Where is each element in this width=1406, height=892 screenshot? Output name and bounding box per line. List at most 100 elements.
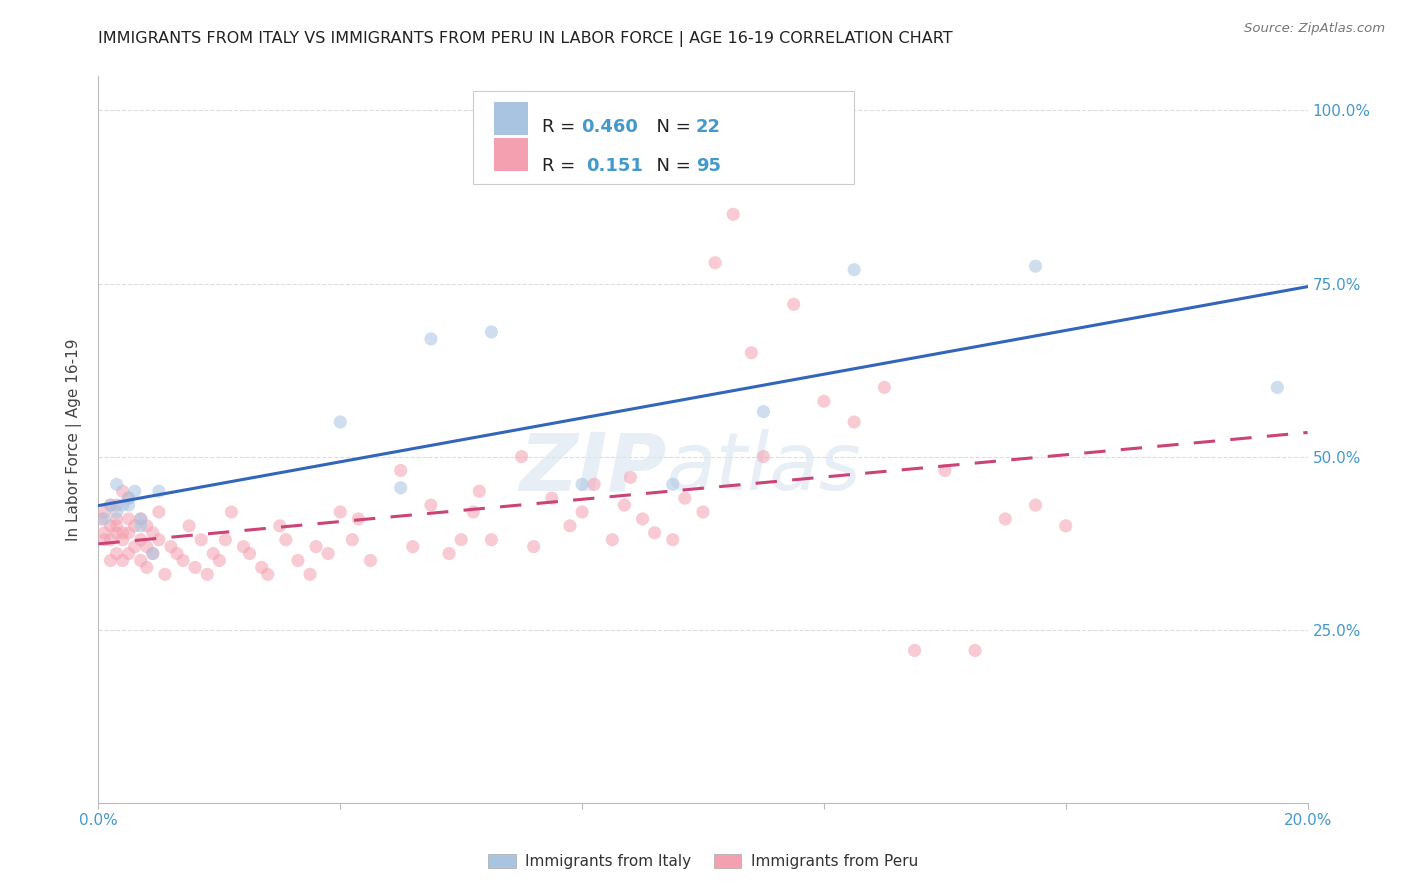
Point xyxy=(844,415,866,429)
Point xyxy=(631,512,654,526)
Point xyxy=(93,533,115,547)
Point xyxy=(172,553,194,567)
Point xyxy=(129,512,152,526)
Point xyxy=(316,547,339,561)
Point xyxy=(118,491,141,505)
Point xyxy=(100,498,122,512)
Point xyxy=(510,450,533,464)
Point xyxy=(402,540,425,554)
Text: IMMIGRANTS FROM ITALY VS IMMIGRANTS FROM PERU IN LABOR FORCE | AGE 16-19 CORRELA: IMMIGRANTS FROM ITALY VS IMMIGRANTS FROM… xyxy=(98,31,953,47)
Point xyxy=(602,533,624,547)
Point xyxy=(269,519,291,533)
Point xyxy=(558,519,581,533)
Point xyxy=(214,533,236,547)
Point xyxy=(256,567,278,582)
Point xyxy=(873,380,896,394)
Point xyxy=(195,567,218,582)
Point xyxy=(329,415,352,429)
Point xyxy=(1024,259,1046,273)
Point xyxy=(118,491,141,505)
Text: 0.151: 0.151 xyxy=(586,157,643,175)
Point xyxy=(124,519,146,533)
Point xyxy=(232,540,254,554)
Point xyxy=(111,498,134,512)
Point xyxy=(347,512,370,526)
Point xyxy=(105,547,128,561)
Point xyxy=(661,477,683,491)
Point xyxy=(153,567,176,582)
Point xyxy=(142,547,165,561)
Point xyxy=(692,505,714,519)
Point xyxy=(118,512,141,526)
Point xyxy=(105,505,128,519)
Point xyxy=(129,533,152,547)
Point xyxy=(93,505,115,519)
Point xyxy=(100,533,122,547)
Point xyxy=(1267,380,1289,394)
Point xyxy=(523,540,546,554)
Point xyxy=(740,345,762,359)
Point xyxy=(571,505,593,519)
Point xyxy=(239,547,262,561)
Text: Source: ZipAtlas.com: Source: ZipAtlas.com xyxy=(1244,22,1385,36)
Point xyxy=(274,533,297,547)
Point xyxy=(90,512,112,526)
Point xyxy=(613,498,636,512)
Text: 0.460: 0.460 xyxy=(581,119,638,136)
Point xyxy=(752,450,775,464)
Point xyxy=(148,533,170,547)
Point xyxy=(389,481,412,495)
Point xyxy=(965,643,987,657)
Text: R =: R = xyxy=(543,119,581,136)
Point xyxy=(571,477,593,491)
Point xyxy=(105,512,128,526)
Point xyxy=(934,463,956,477)
Legend: Immigrants from Italy, Immigrants from Peru: Immigrants from Italy, Immigrants from P… xyxy=(482,848,924,875)
Point xyxy=(305,540,328,554)
Point xyxy=(437,547,460,561)
Point xyxy=(619,470,641,484)
Point xyxy=(540,491,562,505)
Bar xyxy=(494,138,527,171)
Point xyxy=(111,484,134,499)
Point xyxy=(111,525,134,540)
Point xyxy=(904,643,927,657)
Text: N =: N = xyxy=(645,119,696,136)
Point xyxy=(142,525,165,540)
Point xyxy=(783,297,806,311)
Point xyxy=(644,525,666,540)
Point xyxy=(124,484,146,499)
Point xyxy=(583,477,606,491)
Point xyxy=(100,553,122,567)
Text: N =: N = xyxy=(645,157,696,175)
FancyBboxPatch shape xyxy=(474,91,855,184)
Text: 95: 95 xyxy=(696,157,721,175)
Point xyxy=(105,519,128,533)
Y-axis label: In Labor Force | Age 16-19: In Labor Force | Age 16-19 xyxy=(66,338,83,541)
Point xyxy=(287,553,309,567)
Point xyxy=(105,525,128,540)
Point xyxy=(661,533,683,547)
Point xyxy=(100,519,122,533)
Point xyxy=(752,404,775,418)
Point xyxy=(105,498,128,512)
Point xyxy=(420,332,443,346)
Point xyxy=(105,477,128,491)
Point xyxy=(463,505,485,519)
Text: R =: R = xyxy=(543,157,586,175)
Point xyxy=(704,256,727,270)
Point xyxy=(1024,498,1046,512)
Point xyxy=(179,519,201,533)
Point xyxy=(389,463,412,477)
Point xyxy=(1054,519,1077,533)
Point xyxy=(111,553,134,567)
Point xyxy=(135,560,157,574)
Point xyxy=(93,512,115,526)
Point xyxy=(202,547,225,561)
Point xyxy=(468,484,491,499)
Bar xyxy=(494,103,527,135)
Point xyxy=(184,560,207,574)
Point xyxy=(148,484,170,499)
Point xyxy=(129,553,152,567)
Point xyxy=(160,540,183,554)
